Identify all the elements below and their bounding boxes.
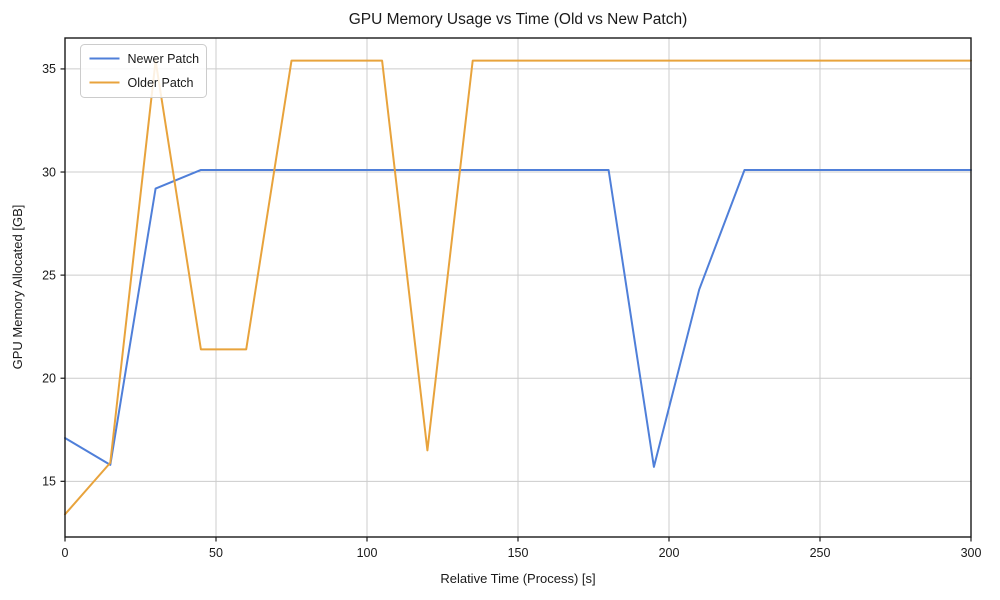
y-tick-label: 35 [42, 62, 56, 76]
x-tick-label: 0 [62, 546, 69, 560]
x-tick-label: 50 [209, 546, 223, 560]
y-tick-label: 30 [42, 165, 56, 179]
x-tick-label: 200 [659, 546, 680, 560]
legend: Newer Patch Older Patch [80, 44, 207, 98]
chart-title: GPU Memory Usage vs Time (Old vs New Pat… [349, 11, 688, 28]
x-tick-label: 250 [810, 546, 831, 560]
grid-layer [65, 38, 971, 537]
x-tick-label: 150 [508, 546, 529, 560]
y-tick-label: 25 [42, 268, 56, 282]
tick-layer: 0 50 100 150 200 250 300 15 20 25 30 35 [42, 62, 981, 560]
series-layer [64, 59, 972, 516]
legend-label-newer-patch: Newer Patch [128, 52, 200, 66]
x-tick-label: 100 [357, 546, 378, 560]
legend-label-older-patch: Older Patch [128, 76, 194, 90]
series-line-newer-patch [64, 168, 972, 468]
series-line-older-patch [64, 59, 972, 516]
y-tick-label: 20 [42, 372, 56, 386]
y-axis-label: GPU Memory Allocated [GB] [10, 205, 25, 370]
y-tick-label: 15 [42, 475, 56, 489]
x-tick-label: 300 [961, 546, 982, 560]
x-axis-label: Relative Time (Process) [s] [440, 571, 595, 586]
